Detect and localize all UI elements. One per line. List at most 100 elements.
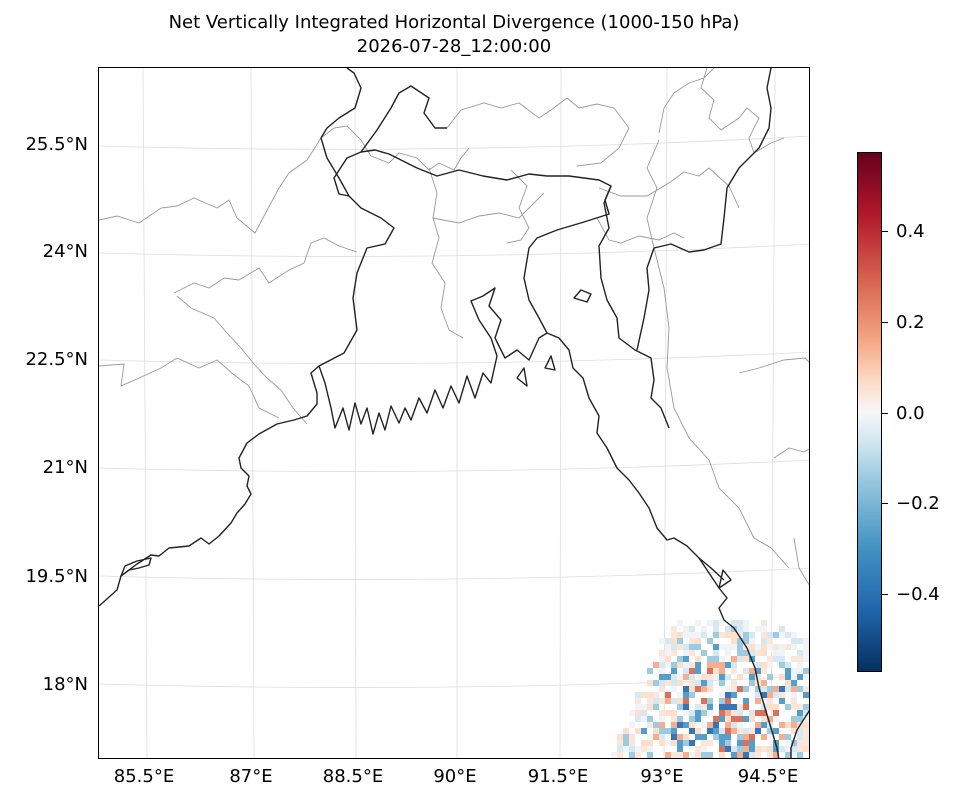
divergence-cell (791, 728, 797, 734)
divergence-cell (737, 728, 743, 734)
divergence-cell (755, 710, 761, 716)
divergence-cell (803, 704, 809, 710)
divergence-cell (749, 716, 755, 722)
divergence-cell (791, 632, 797, 638)
divergence-cell (683, 704, 689, 710)
divergence-cell (785, 668, 791, 674)
divergence-cell (713, 632, 719, 638)
divergence-cell (713, 620, 719, 626)
divergence-cell (641, 704, 647, 710)
divergence-cell (701, 680, 707, 686)
colorbar-tick (882, 322, 888, 324)
divergence-cell (731, 728, 737, 734)
divergence-cell (653, 704, 659, 710)
divergence-cell (749, 668, 755, 674)
divergence-cell (749, 632, 755, 638)
divergence-cell (647, 752, 653, 758)
divergence-cell (635, 704, 641, 710)
divergence-cell (809, 686, 810, 692)
divergence-cell (695, 716, 701, 722)
divergence-cell (683, 662, 689, 668)
chart-title: Net Vertically Integrated Horizontal Div… (168, 12, 740, 33)
divergence-cell (713, 734, 719, 740)
divergence-cell (695, 656, 701, 662)
divergence-cell (725, 692, 731, 698)
divergence-cell (773, 704, 779, 710)
divergence-cell (779, 746, 785, 752)
divergence-cell (623, 728, 629, 734)
colorbar-tick-label: 0.2 (896, 312, 925, 333)
divergence-cell (737, 656, 743, 662)
divergence-cell (659, 656, 665, 662)
divergence-cell (719, 710, 725, 716)
divergence-cell (641, 692, 647, 698)
divergence-cell (779, 674, 785, 680)
divergence-cell (737, 686, 743, 692)
divergence-cell (767, 734, 773, 740)
parallel-24 (99, 243, 809, 257)
divergence-cell (719, 662, 725, 668)
divergence-cell (737, 722, 743, 728)
divergence-cell (725, 650, 731, 656)
divergence-cell (707, 680, 713, 686)
lon-tick-label: 91.5°E (527, 766, 589, 787)
divergence-cell (761, 668, 767, 674)
divergence-cell (767, 674, 773, 680)
lon-tick-label: 88.5°E (322, 766, 384, 787)
divergence-cell (767, 692, 773, 698)
divergence-cell (665, 710, 671, 716)
divergence-cell (803, 740, 809, 746)
divergence-cell (743, 740, 749, 746)
divergence-cell (677, 620, 683, 626)
divergence-cell (737, 638, 743, 644)
divergence-cell (665, 692, 671, 698)
divergence-cell (731, 704, 737, 710)
divergence-cell (809, 698, 810, 704)
divergence-cell (797, 752, 803, 758)
divergence-cell (689, 650, 695, 656)
divergence-cell (641, 716, 647, 722)
divergence-cell (797, 728, 803, 734)
divergence-cell (767, 704, 773, 710)
divergence-cell (683, 722, 689, 728)
colorbar-tick-label: 0.0 (896, 403, 925, 424)
divergence-cell (731, 746, 737, 752)
divergence-cell (659, 674, 665, 680)
divergence-cell (725, 704, 731, 710)
divergence-cell (755, 722, 761, 728)
divergence-cell (755, 668, 761, 674)
divergence-cell (797, 710, 803, 716)
divergence-cell (635, 698, 641, 704)
divergence-cell (803, 716, 809, 722)
divergence-cell (659, 686, 665, 692)
divergence-cell (659, 668, 665, 674)
divergence-cell (653, 734, 659, 740)
divergence-cell (689, 626, 695, 632)
divergence-cell (767, 728, 773, 734)
divergence-cell (629, 740, 635, 746)
divergence-cell (647, 746, 653, 752)
divergence-cell (707, 752, 713, 758)
colorbar-tick (882, 503, 888, 505)
divergence-cell (779, 656, 785, 662)
divergence-cell (749, 752, 755, 758)
lat-tick-label: 19.5°N (25, 566, 88, 587)
divergence-cell (629, 752, 635, 758)
map-panel[interactable] (98, 67, 810, 759)
divergence-cell (737, 620, 743, 626)
colorbar-tick (882, 594, 888, 596)
divergence-cell (785, 686, 791, 692)
divergence-cell (779, 734, 785, 740)
divergence-cell (791, 674, 797, 680)
divergence-cell (695, 632, 701, 638)
divergence-cell (803, 692, 809, 698)
divergence-cell (683, 752, 689, 758)
divergence-cell (797, 686, 803, 692)
divergence-cell (761, 662, 767, 668)
divergence-cell (695, 746, 701, 752)
divergence-cell (809, 716, 810, 722)
divergence-cell (791, 680, 797, 686)
divergence-cell (707, 668, 713, 674)
divergence-cell (809, 740, 810, 746)
divergence-cell (719, 692, 725, 698)
